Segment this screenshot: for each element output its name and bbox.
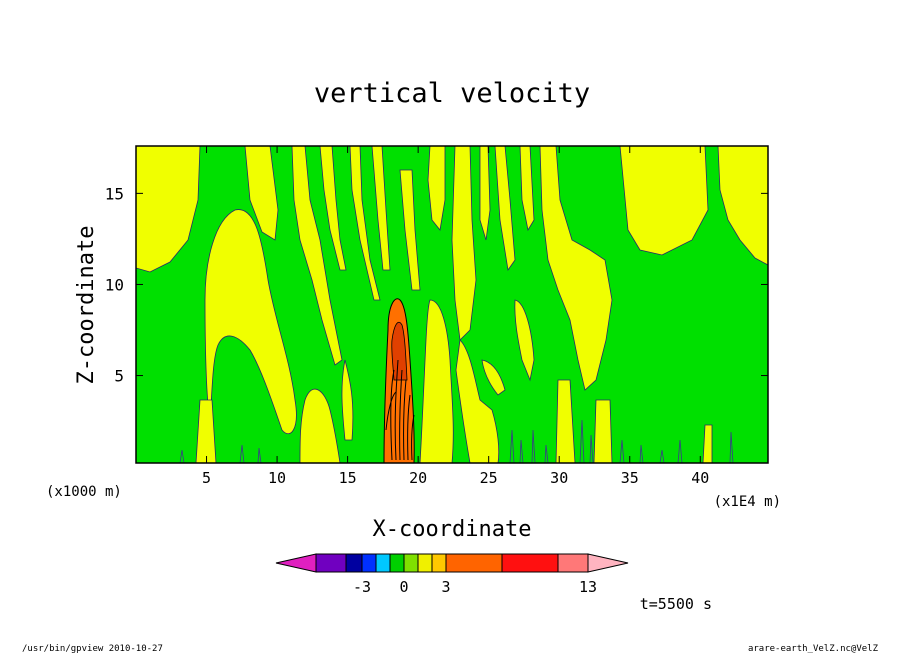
x-tick-label: 40 (691, 469, 709, 487)
surface-noise (179, 419, 734, 463)
x-unit-right: (x1E4 m) (714, 494, 781, 510)
colorbar-tick-label: 0 (399, 578, 408, 596)
y-tick-label: 5 (114, 367, 124, 386)
time-label: t=5500 s (640, 595, 712, 613)
plot-frame (135, 145, 769, 464)
colorbar-segment (361, 553, 377, 573)
colorbar-segment (375, 553, 391, 573)
x-tick-label: 15 (339, 469, 357, 487)
colorbar-segment (431, 553, 447, 573)
colorbar (275, 553, 629, 573)
x-unit-left: (x1000 m) (46, 484, 122, 500)
y-tick-label: 15 (105, 184, 124, 203)
x-tick-label: 5 (202, 469, 211, 487)
colorbar-segment (417, 553, 433, 573)
footer-left: /usr/bin/gpview 2010-10-27 (22, 644, 163, 654)
core-contours (385, 359, 415, 461)
x-tick-label: 35 (621, 469, 639, 487)
x-tick-label: 25 (480, 469, 498, 487)
x-axis-label: X-coordinate (373, 517, 532, 542)
colorbar-segment (389, 553, 405, 573)
colorbar-arrow-right (587, 553, 629, 573)
x-tick-label: 20 (409, 469, 427, 487)
colorbar-segment (403, 553, 419, 573)
y-axis-ticks: 5 10 15 (105, 184, 768, 386)
positive-core (383, 298, 415, 463)
chart-title: vertical velocity (314, 78, 590, 109)
colorbar-tick-label: 13 (579, 578, 597, 596)
x-axis-ticks: 5 10 15 20 25 30 35 40 (202, 146, 709, 487)
colorbar-tick-label: 3 (441, 578, 450, 596)
colorbar-segment (501, 553, 559, 573)
y-tick-label: 10 (105, 275, 124, 294)
plot-field (136, 146, 768, 463)
colorbar-tick-label: -3 (353, 578, 371, 596)
colorbar-segment (557, 553, 589, 573)
x-tick-label: 10 (268, 469, 286, 487)
x-tick-label: 30 (550, 469, 568, 487)
colorbar-segment (445, 553, 503, 573)
y-axis-label: Z-coordinate (74, 226, 99, 385)
colorbar-segment (345, 553, 363, 573)
footer-right: arare-earth_VelZ.nc@VelZ (748, 644, 879, 654)
colorbar-arrow-left (275, 553, 317, 573)
colorbar-segment (315, 553, 347, 573)
colorbar-ticks: -3 0 3 13 (353, 578, 597, 596)
positive-regions (136, 146, 768, 463)
